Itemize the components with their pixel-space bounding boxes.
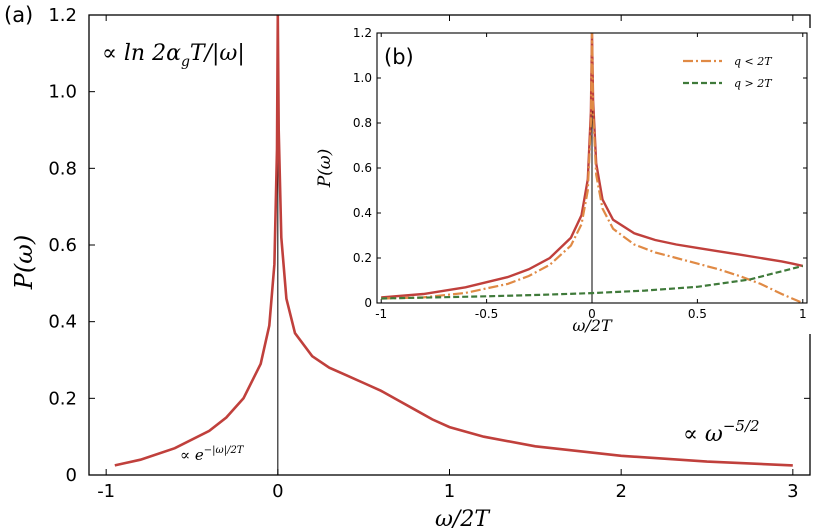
x-tick-label: 3 [787,481,798,502]
annotation-power-form: ∝ ω−5/2 [683,417,760,447]
inset-x-axis-label: ω/2T [572,316,613,335]
y-tick-label: 0.4 [353,206,372,220]
annotation-exp-form-head: ∝ e [180,446,204,464]
y-tick-label: 1.0 [48,82,77,103]
y-tick-label: 1.2 [353,26,372,40]
main-series-line [114,14,793,467]
annotation-power-form-sup: −5/2 [723,417,760,435]
y-tick-label: 1.2 [48,5,77,26]
x-tick-label: 0 [588,307,596,321]
inset-series-q-less-line [381,32,804,305]
main-tick-labels: -1 0 1 2 300.20.40.60.81.01.2 [48,5,798,502]
y-tick-label: 0.8 [48,158,77,179]
y-tick-label: 0 [364,296,372,310]
annotation-log-form-tail: T/|ω| [190,41,245,66]
annotation-power-form-head: ∝ ω [683,422,723,447]
panel-label-a: (a) [4,3,33,27]
x-tick-label: 0 [272,481,283,502]
inset-tick-labels: -1 -0.5 0 0.5 1 0 0.2 0.4 0.6 0.8 1.0 1.2 [353,26,807,321]
y-tick-label: 0.2 [48,388,77,409]
annotation-log-form-sub: g [181,54,190,70]
panel-label-b: (b) [384,45,414,69]
y-tick-label: 0.4 [48,312,77,333]
legend-label-q-less: q < 2T [734,55,773,68]
main-panel: -1 0 1 2 300.20.40.60.81.01.2 (a) P(ω) ω/2T … [4,3,811,532]
x-tick-label: 0.5 [688,307,707,321]
x-tick-label: 2 [615,481,626,502]
x-tick-label: 1 [444,481,455,502]
annotation-exp-form: ∝ e−|ω|/2T [180,445,245,464]
y-tick-label: 0.2 [353,251,372,265]
main-y-axis-label: P(ω) [10,235,38,290]
annotation-log-form-head: ∝ ln 2α [102,41,181,66]
x-tick-label: -0.5 [475,307,498,321]
inset-y-axis-label: P(ω) [315,149,335,189]
main-x-axis-label: ω/2T [435,507,491,532]
annotation-exp-form-sup: −|ω|/2T [204,445,245,456]
x-tick-label: -1 [97,481,115,502]
y-tick-label: 0 [66,465,77,486]
y-tick-label: 0.6 [48,235,77,256]
inset-legend: q < 2T q > 2T [683,55,773,90]
x-tick-label: 1 [799,307,807,321]
inset-frame [376,32,808,304]
y-tick-label: 0.8 [353,116,372,130]
inset-panel: -1 -0.5 0 0.5 100.20.40.60.81.01.2 (b) P(ω) … [315,26,812,335]
annotation-log-form: ∝ ln 2αgT/|ω| [102,41,245,70]
y-tick-label: 0.6 [353,161,372,175]
inset-series-q-greater-line [381,264,804,300]
x-tick-label: -1 [375,307,387,321]
y-tick-label: 1.0 [353,71,372,85]
legend-label-q-greater: q > 2T [734,77,773,90]
